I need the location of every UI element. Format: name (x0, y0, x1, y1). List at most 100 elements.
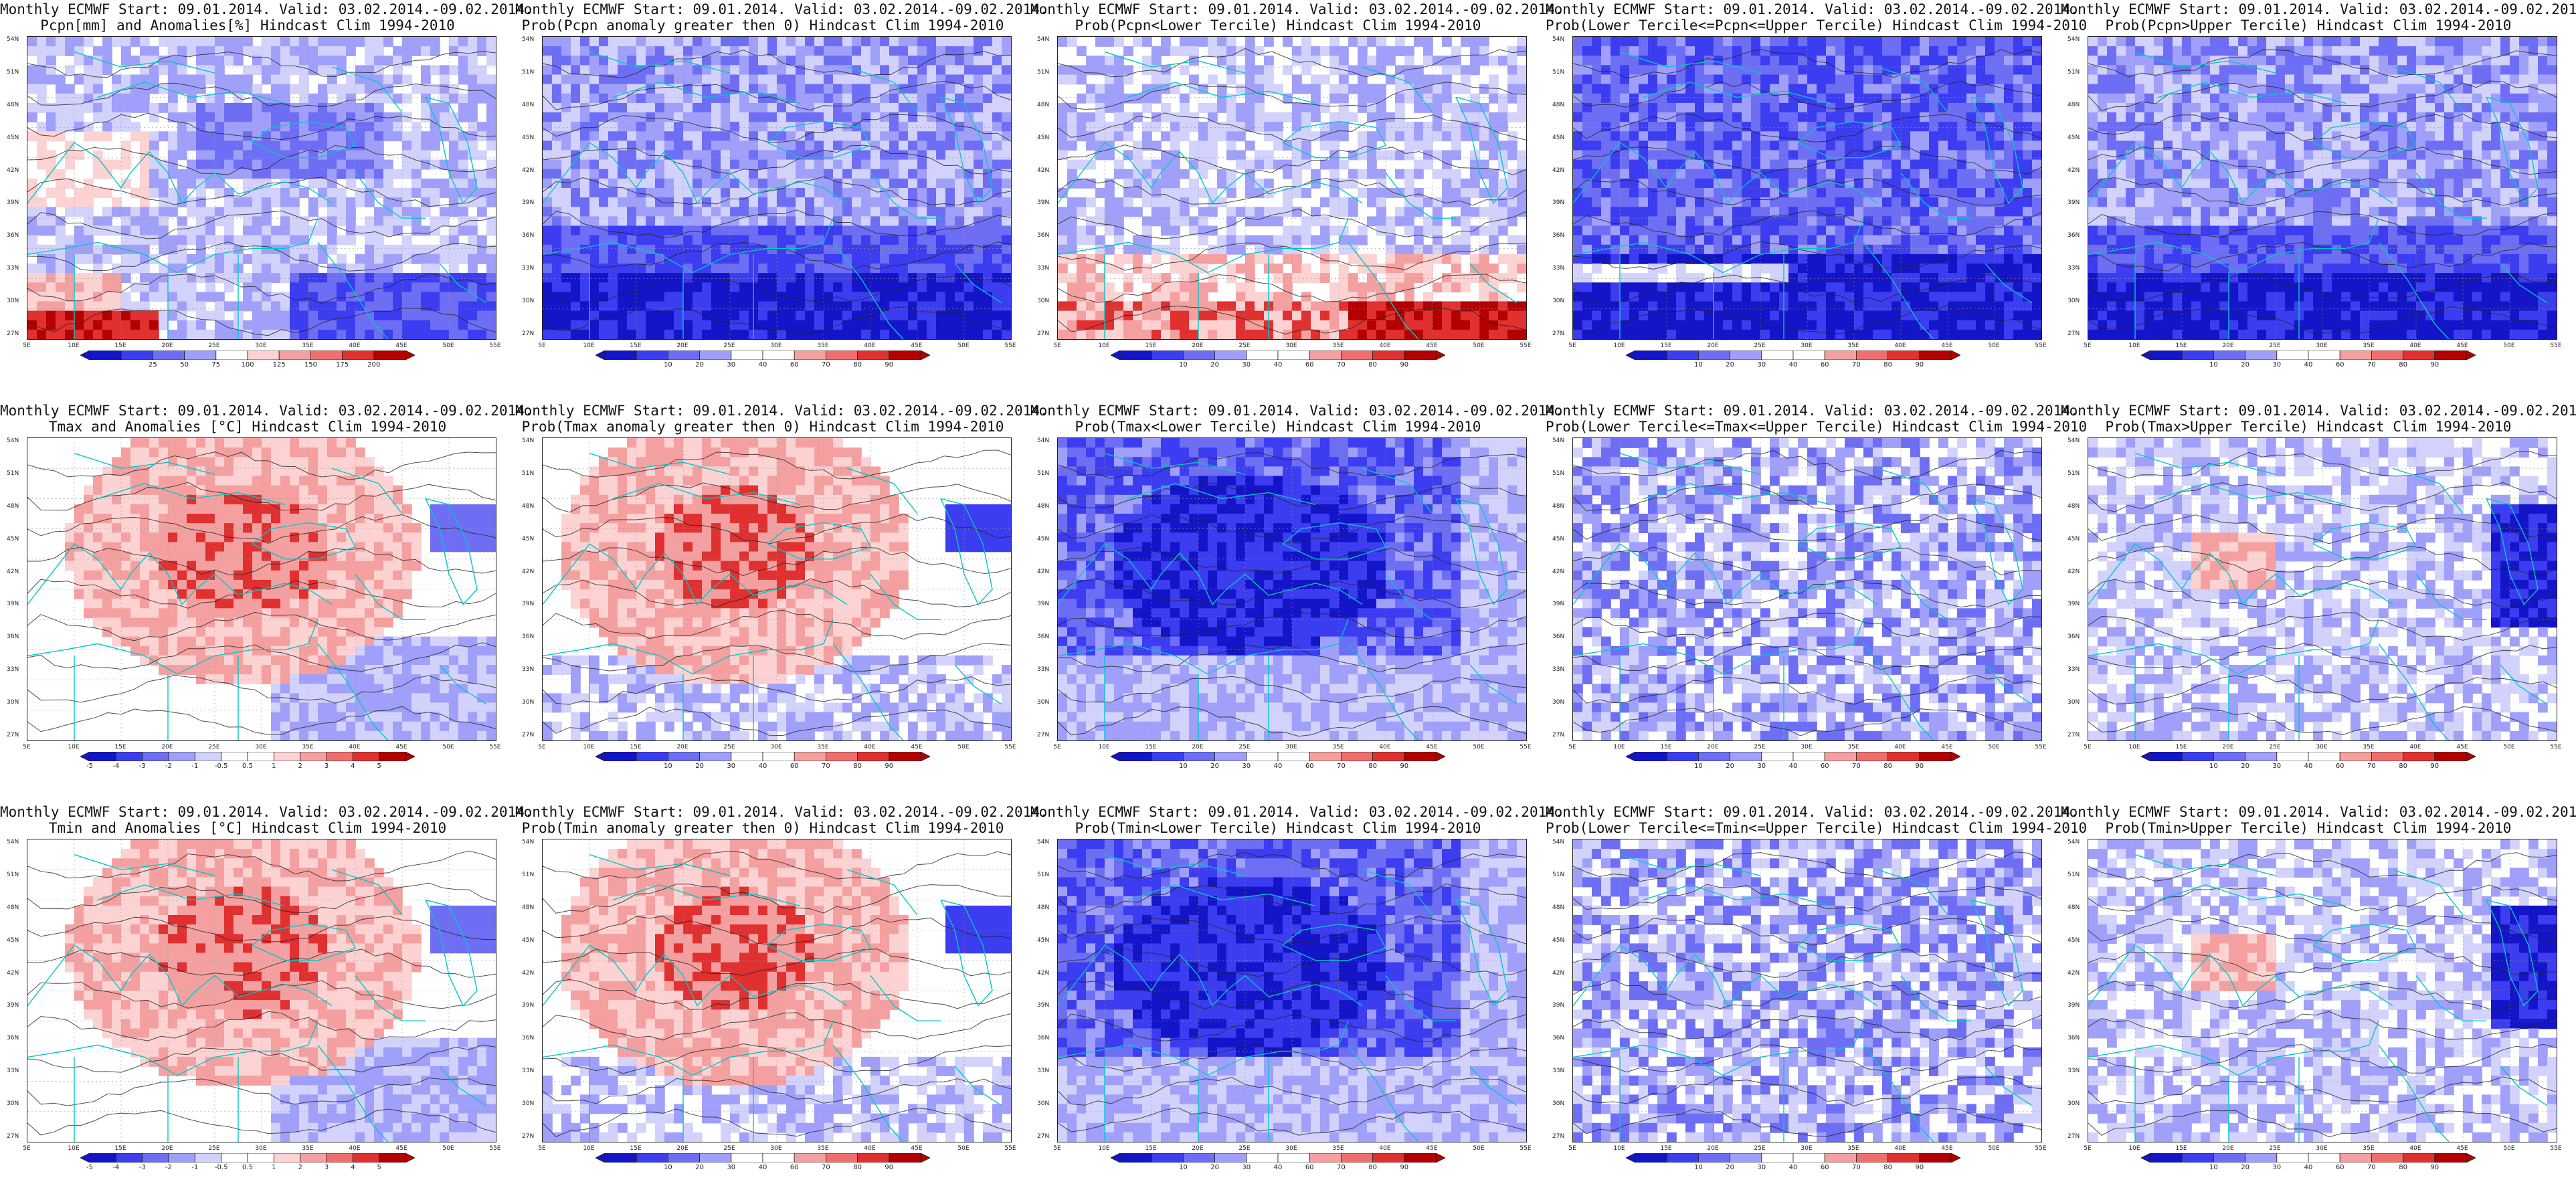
colorbar (2141, 1153, 2476, 1163)
colorbar-label: 30 (1757, 763, 1766, 770)
panel-title-line2: Prob(Pcpn>Upper Tercile) (2106, 17, 2308, 33)
colorbar-label: 30 (1242, 1164, 1251, 1171)
lat-tick-label: 45N (2067, 937, 2080, 944)
lon-tick-label: 15E (114, 342, 126, 349)
lat-tick-label: 54N (522, 437, 534, 444)
lat-tick-label: 39N (1037, 1002, 1049, 1009)
lon-tick-label: 10E (2128, 1145, 2140, 1152)
lat-tick-label: 36N (1037, 1035, 1049, 1041)
lat-tick-label: 51N (522, 872, 534, 878)
colorbar-label: -3 (139, 763, 146, 770)
lon-tick-label: 55E (2035, 342, 2046, 349)
lat-tick-label: 30N (7, 699, 19, 706)
colorbar-label: -4 (112, 763, 119, 770)
lon-tick-label: 10E (583, 342, 594, 349)
lat-tick-label: 42N (2067, 167, 2080, 174)
panel-title: Monthly ECMWF Start: 09.01.2014. Valid: … (515, 1, 1048, 33)
colorbar-label: -2 (165, 1164, 172, 1171)
map-panel: Monthly ECMWF Start: 09.01.2014. Valid: … (1030, 401, 1564, 803)
lon-tick-label: 20E (2222, 342, 2233, 349)
lat-tick-label: 48N (1552, 904, 1564, 911)
lon-tick-label: 50E (957, 1145, 969, 1152)
map-panel: Monthly ECMWF Start: 09.01.2014. Valid: … (1546, 0, 2087, 401)
colorbar-label: 20 (695, 763, 704, 770)
lat-tick-label: 30N (1037, 1100, 1049, 1107)
lon-tick-label: 10E (583, 744, 594, 750)
colorbar-label: -5 (86, 763, 93, 770)
map-panel: Monthly ECMWF Start: 09.01.2014. Valid: … (0, 803, 533, 1204)
lon-tick-label: 25E (1754, 744, 1765, 750)
colorbar-label: 40 (2304, 1164, 2313, 1171)
lon-tick-label: 35E (2363, 1145, 2374, 1152)
lon-tick-label: 40E (864, 342, 875, 349)
colorbar-label: 90 (1915, 361, 1924, 369)
forecast-map (1572, 437, 2042, 741)
lon-tick-label: 10E (2128, 342, 2140, 349)
lon-tick-label: 40E (1894, 744, 1906, 750)
colorbar (595, 1153, 930, 1163)
panel-title-line1: Monthly ECMWF Start: 09.01.2014. Valid: … (2061, 403, 2576, 419)
lon-tick-label: 35E (1332, 744, 1344, 750)
panel-title: Monthly ECMWF Start: 09.01.2014. Valid: … (0, 1, 533, 33)
colorbar-label: 40 (1274, 763, 1283, 770)
panel-title-line3: Hindcast Clim 1994-2010 (1287, 17, 1481, 33)
lat-tick-label: 36N (522, 1035, 534, 1041)
colorbar-label: 70 (2367, 1164, 2376, 1171)
colorbar-label: 80 (2399, 1164, 2407, 1171)
lat-tick-label: 54N (1037, 839, 1049, 845)
lon-tick-label: 40E (864, 1145, 875, 1152)
lat-tick-label: 42N (7, 970, 19, 977)
lon-tick-label: 20E (676, 342, 688, 349)
colorbar-label: 3 (325, 1164, 329, 1171)
lon-tick-label: 5E (1568, 744, 1576, 750)
lat-tick-label: 36N (522, 232, 534, 239)
colorbar (80, 1153, 415, 1163)
forecast-map (542, 36, 1012, 340)
lat-tick-label: 42N (522, 167, 534, 174)
lat-tick-label: 42N (2067, 569, 2080, 575)
lat-tick-label: 51N (1552, 69, 1564, 76)
colorbar-label: 70 (1337, 361, 1346, 369)
lat-tick-label: 42N (1552, 569, 1564, 575)
panel-title-line3: Hindcast Clim 1994-2010 (1892, 820, 2087, 836)
colorbar-label: 90 (2430, 763, 2439, 770)
lon-tick-label: 55E (2035, 1145, 2046, 1152)
lat-tick-label: 54N (1552, 437, 1564, 444)
lon-tick-label: 25E (1754, 1145, 1765, 1152)
lon-tick-label: 25E (1238, 1145, 1250, 1152)
lon-tick-label: 30E (1285, 1145, 1297, 1152)
lat-tick-label: 27N (1037, 330, 1049, 337)
panel-title: Monthly ECMWF Start: 09.01.2014. Valid: … (515, 403, 1048, 435)
lon-tick-label: 5E (23, 744, 30, 750)
lat-tick-label: 48N (522, 904, 534, 911)
lat-tick-label: 42N (7, 569, 19, 575)
lat-tick-label: 33N (7, 1068, 19, 1074)
lon-tick-label: 45E (1941, 744, 1952, 750)
lat-tick-label: 30N (1552, 699, 1564, 706)
lon-tick-label: 15E (630, 342, 641, 349)
panel-title: Monthly ECMWF Start: 09.01.2014. Valid: … (1030, 804, 1564, 836)
lat-tick-label: 42N (1037, 569, 1049, 575)
lon-tick-label: 55E (2550, 1145, 2561, 1152)
lon-tick-label: 20E (1192, 744, 1203, 750)
colorbar-label: 0.5 (242, 763, 253, 770)
lat-tick-label: 45N (522, 536, 534, 542)
colorbar-label: 30 (1757, 361, 1766, 369)
lat-tick-label: 51N (2067, 69, 2080, 76)
panel-title-line1: Monthly ECMWF Start: 09.01.2014. Valid: … (1030, 403, 1564, 419)
lon-tick-label: 55E (2550, 744, 2561, 750)
lon-tick-label: 45E (1426, 744, 1437, 750)
lat-tick-label: 39N (2067, 601, 2080, 607)
lat-tick-label: 33N (1037, 265, 1049, 272)
lat-tick-label: 51N (1552, 872, 1564, 878)
colorbar-label: 10 (1179, 763, 1188, 770)
colorbar-label: 80 (2399, 361, 2407, 369)
lon-tick-label: 55E (489, 744, 500, 750)
lat-tick-label: 39N (1037, 601, 1049, 607)
lat-tick-label: 27N (522, 330, 534, 337)
panel-title-line3: Hindcast Clim 1994-2010 (810, 17, 1004, 33)
lon-tick-label: 5E (1053, 744, 1061, 750)
lat-tick-label: 30N (1552, 298, 1564, 304)
colorbar-label: 70 (822, 763, 830, 770)
lon-tick-label: 55E (1004, 342, 1016, 349)
